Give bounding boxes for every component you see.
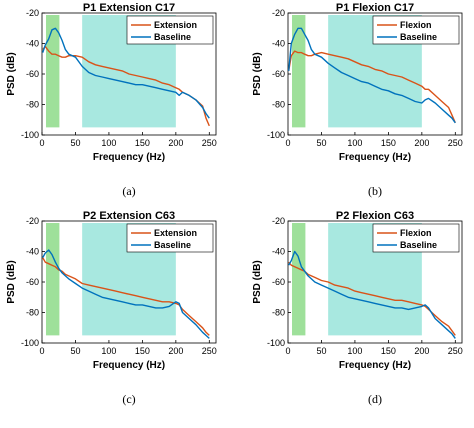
series-line-baseline: [42, 249, 210, 339]
legend: Extension Baseline: [126, 223, 214, 253]
x-tick-label: 50: [316, 346, 326, 356]
x-tick-label: 250: [202, 138, 217, 148]
x-tick-label: 150: [135, 138, 150, 148]
y-axis-label: PSD (dB): [252, 260, 263, 303]
x-tick-label: 50: [70, 138, 80, 148]
shaded-band-0: [292, 223, 306, 336]
series-line-extension: [42, 45, 210, 127]
y-tick-label: -20: [26, 216, 39, 226]
x-tick-label: 50: [70, 346, 80, 356]
shaded-band-0: [46, 15, 60, 128]
y-tick-label: -40: [26, 247, 39, 257]
x-tick-label: 200: [168, 138, 183, 148]
legend-label: Baseline: [400, 240, 437, 250]
x-tick-label: 100: [101, 346, 116, 356]
x-axis-label: Frequency (Hz): [93, 152, 165, 163]
x-tick-label: 0: [39, 138, 44, 148]
y-tick-label: -40: [272, 247, 285, 257]
y-tick-label: -40: [272, 39, 285, 49]
panel-caption: (b): [368, 184, 382, 198]
x-axis-label: Frequency (Hz): [93, 360, 165, 371]
panel-title: P1 Flexion C17: [336, 2, 414, 14]
legend: Flexion Baseline: [372, 223, 460, 253]
shaded-band-0: [292, 15, 306, 128]
x-tick-label: 100: [347, 346, 362, 356]
series-line-baseline: [42, 27, 210, 119]
x-axis-label: Frequency (Hz): [339, 360, 411, 371]
legend-label: Baseline: [154, 32, 191, 42]
legend-box: [372, 223, 460, 253]
x-tick-label: 200: [414, 138, 429, 148]
panel-title: P1 Extension C17: [83, 2, 175, 14]
x-tick-label: 100: [101, 138, 116, 148]
y-tick-label: -60: [26, 277, 39, 287]
x-tick-label: 150: [381, 346, 396, 356]
y-tick-label: -20: [272, 216, 285, 226]
y-tick-label: -60: [272, 277, 285, 287]
legend-label: Baseline: [400, 32, 437, 42]
legend-box: [372, 15, 460, 45]
legend-label: Flexion: [400, 228, 432, 238]
x-tick-label: 150: [135, 346, 150, 356]
y-axis-label: PSD (dB): [252, 52, 263, 95]
panel-caption: (d): [368, 392, 382, 406]
legend-label: Flexion: [400, 20, 432, 30]
y-tick-label: -40: [26, 39, 39, 49]
x-tick-label: 250: [202, 346, 217, 356]
y-axis-label: PSD (dB): [6, 260, 17, 303]
x-tick-label: 0: [285, 346, 290, 356]
legend-box: [126, 15, 214, 45]
y-tick-label: -60: [26, 69, 39, 79]
y-tick-label: -80: [26, 308, 39, 318]
y-tick-label: -20: [26, 8, 39, 18]
x-tick-label: 250: [448, 346, 463, 356]
y-tick-label: -100: [267, 130, 285, 140]
panel-caption: (c): [122, 392, 135, 406]
legend: Extension Baseline: [126, 15, 214, 45]
x-tick-label: 250: [448, 138, 463, 148]
y-tick-label: -80: [272, 308, 285, 318]
x-tick-label: 200: [414, 346, 429, 356]
x-tick-label: 0: [39, 346, 44, 356]
y-axis-label: PSD (dB): [6, 52, 17, 95]
y-tick-label: -100: [21, 130, 39, 140]
legend-label: Extension: [154, 20, 197, 30]
y-tick-label: -80: [26, 100, 39, 110]
x-tick-label: 50: [316, 138, 326, 148]
y-tick-label: -100: [21, 338, 39, 348]
x-tick-label: 150: [381, 138, 396, 148]
x-tick-label: 100: [347, 138, 362, 148]
panel-caption: (a): [122, 184, 135, 198]
series-line-flexion: [288, 50, 456, 124]
x-tick-label: 200: [168, 346, 183, 356]
legend-label: Baseline: [154, 240, 191, 250]
y-tick-label: -100: [267, 338, 285, 348]
legend-label: Extension: [154, 228, 197, 238]
panel-title: P2 Extension C63: [83, 210, 175, 222]
y-tick-label: -60: [272, 69, 285, 79]
panel-title: P2 Flexion C63: [336, 210, 414, 222]
y-tick-label: -80: [272, 100, 285, 110]
y-tick-label: -20: [272, 8, 285, 18]
legend: Flexion Baseline: [372, 15, 460, 45]
series-line-baseline: [288, 27, 456, 124]
shaded-band-0: [46, 223, 60, 336]
legend-box: [126, 223, 214, 253]
x-tick-label: 0: [285, 138, 290, 148]
x-axis-label: Frequency (Hz): [339, 152, 411, 163]
series-line-baseline: [288, 250, 456, 339]
